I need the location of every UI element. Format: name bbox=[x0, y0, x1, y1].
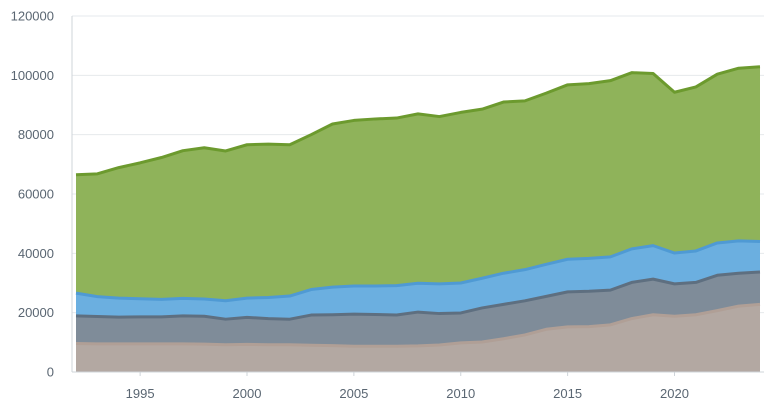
x-tick-label: 2015 bbox=[553, 386, 582, 401]
y-tick-label: 20000 bbox=[18, 305, 54, 320]
x-tick-label: 2010 bbox=[446, 386, 475, 401]
y-tick-label: 60000 bbox=[18, 187, 54, 202]
area-line-series-2 bbox=[75, 239, 761, 303]
x-tick-label: 2000 bbox=[233, 386, 262, 401]
area-line-series-4 bbox=[75, 302, 761, 348]
y-axis-tick-labels: 0 20000 40000 60000 80000 100000 120000 bbox=[11, 9, 54, 380]
area-line-series-3 bbox=[75, 270, 761, 321]
area-line-series-1 bbox=[75, 65, 761, 177]
x-tick-label: 1995 bbox=[126, 386, 155, 401]
y-tick-label: 100000 bbox=[11, 68, 54, 83]
x-tick-label: 2020 bbox=[660, 386, 689, 401]
y-tick-label: 0 bbox=[47, 365, 54, 380]
area-fill-series-4 bbox=[76, 304, 760, 372]
y-tick-label: 80000 bbox=[18, 127, 54, 142]
y-tick-label: 120000 bbox=[11, 9, 54, 24]
x-tick-label: 2005 bbox=[339, 386, 368, 401]
y-tick-label: 40000 bbox=[18, 246, 54, 261]
axes bbox=[71, 16, 764, 376]
x-axis-tick-labels: 1995 2000 2005 2010 2015 2020 bbox=[126, 386, 689, 401]
area-series-group bbox=[75, 65, 761, 372]
